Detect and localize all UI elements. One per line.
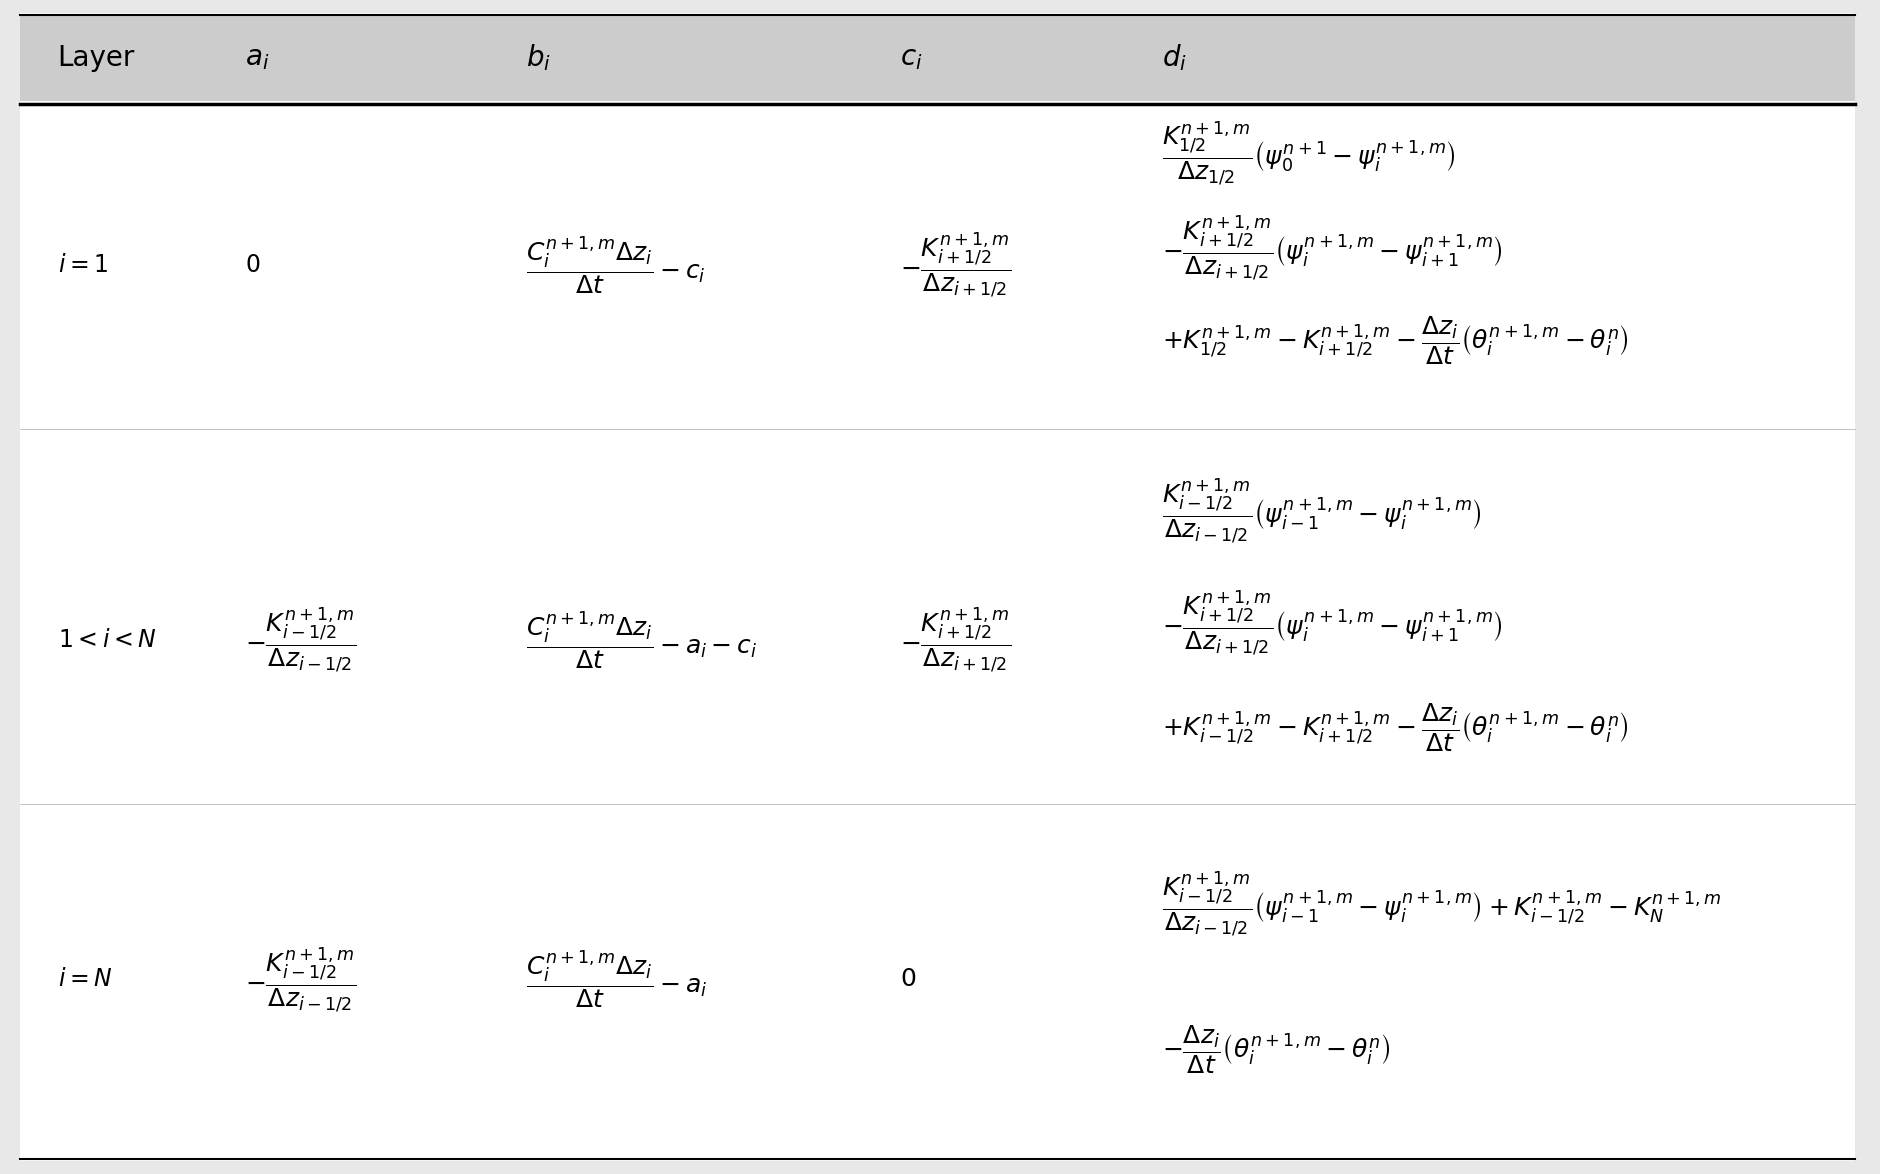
Text: $c_i$: $c_i$	[901, 43, 923, 72]
Text: $\dfrac{K_{i-1/2}^{n+1,m}}{\Delta z_{i-1/2}}\left(\psi_{i-1}^{n+1,m} - \psi_i^{n: $\dfrac{K_{i-1/2}^{n+1,m}}{\Delta z_{i-1…	[1162, 869, 1720, 938]
Text: $d_i$: $d_i$	[1162, 42, 1186, 73]
Text: $-\dfrac{K_{i+1/2}^{n+1,m}}{\Delta z_{i+1/2}}$: $-\dfrac{K_{i+1/2}^{n+1,m}}{\Delta z_{i+…	[901, 606, 1011, 674]
Text: $+K_{1/2}^{n+1,m} - K_{i+1/2}^{n+1,m} - \dfrac{\Delta z_i}{\Delta t}\left(\theta: $+K_{1/2}^{n+1,m} - K_{i+1/2}^{n+1,m} - …	[1162, 315, 1628, 367]
Text: $-\dfrac{K_{i-1/2}^{n+1,m}}{\Delta z_{i-1/2}}$: $-\dfrac{K_{i-1/2}^{n+1,m}}{\Delta z_{i-…	[244, 945, 355, 1014]
Text: $\dfrac{K_{i-1/2}^{n+1,m}}{\Delta z_{i-1/2}}\left(\psi_{i-1}^{n+1,m} - \psi_i^{n: $\dfrac{K_{i-1/2}^{n+1,m}}{\Delta z_{i-1…	[1162, 477, 1481, 546]
Text: $\dfrac{K_{1/2}^{n+1,m}}{\Delta z_{1/2}}\left(\psi_0^{n+1} - \psi_i^{n+1,m}\righ: $\dfrac{K_{1/2}^{n+1,m}}{\Delta z_{1/2}}…	[1162, 120, 1455, 188]
Text: $i = 1$: $i = 1$	[58, 252, 107, 277]
Text: $+K_{i-1/2}^{n+1,m} - K_{i+1/2}^{n+1,m} - \dfrac{\Delta z_i}{\Delta t}\left(\the: $+K_{i-1/2}^{n+1,m} - K_{i+1/2}^{n+1,m} …	[1162, 702, 1628, 754]
Text: $\dfrac{C_i^{n+1,m}\Delta z_i}{\Delta t} - a_i - c_i$: $\dfrac{C_i^{n+1,m}\Delta z_i}{\Delta t}…	[525, 609, 756, 670]
Text: $-\dfrac{\Delta z_i}{\Delta t}\left(\theta_i^{n+1,m} - \theta_i^n\right)$: $-\dfrac{\Delta z_i}{\Delta t}\left(\the…	[1162, 1024, 1389, 1075]
Text: $0$: $0$	[244, 252, 259, 277]
Text: $b_i$: $b_i$	[525, 42, 551, 73]
Text: $1 < i < N$: $1 < i < N$	[58, 628, 156, 652]
Text: $\dfrac{C_i^{n+1,m}\Delta z_i}{\Delta t} - a_i$: $\dfrac{C_i^{n+1,m}\Delta z_i}{\Delta t}…	[525, 949, 707, 1011]
Text: $-\dfrac{K_{i-1/2}^{n+1,m}}{\Delta z_{i-1/2}}$: $-\dfrac{K_{i-1/2}^{n+1,m}}{\Delta z_{i-…	[244, 606, 355, 674]
FancyBboxPatch shape	[21, 15, 1854, 101]
Text: $-\dfrac{K_{i+1/2}^{n+1,m}}{\Delta z_{i+1/2}}\left(\psi_i^{n+1,m} - \psi_{i+1}^{: $-\dfrac{K_{i+1/2}^{n+1,m}}{\Delta z_{i+…	[1162, 212, 1502, 282]
Text: $a_i$: $a_i$	[244, 43, 269, 72]
FancyBboxPatch shape	[21, 13, 1854, 1161]
Text: $-\dfrac{K_{i+1/2}^{n+1,m}}{\Delta z_{i+1/2}}$: $-\dfrac{K_{i+1/2}^{n+1,m}}{\Delta z_{i+…	[901, 230, 1011, 299]
Text: $\dfrac{C_i^{n+1,m}\Delta z_i}{\Delta t} - c_i$: $\dfrac{C_i^{n+1,m}\Delta z_i}{\Delta t}…	[525, 234, 705, 296]
Text: Layer: Layer	[58, 43, 135, 72]
Text: $0$: $0$	[901, 967, 916, 991]
Text: $i = N$: $i = N$	[58, 967, 113, 991]
Text: $-\dfrac{K_{i+1/2}^{n+1,m}}{\Delta z_{i+1/2}}\left(\psi_i^{n+1,m} - \psi_{i+1}^{: $-\dfrac{K_{i+1/2}^{n+1,m}}{\Delta z_{i+…	[1162, 588, 1502, 656]
